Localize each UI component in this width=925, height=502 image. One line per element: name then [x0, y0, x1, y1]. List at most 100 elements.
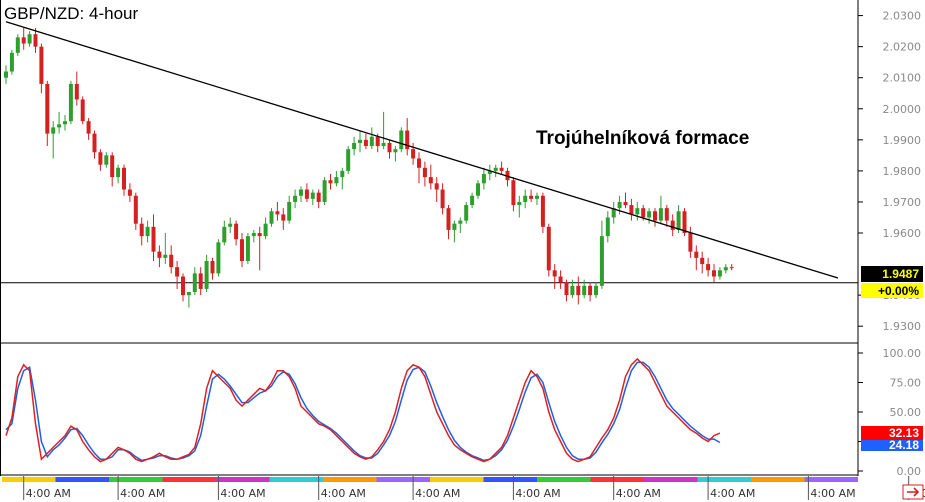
session-bar-segment: [269, 477, 323, 482]
candle-body: [464, 205, 469, 221]
candle-body: [310, 192, 315, 199]
candle-body: [316, 192, 321, 202]
candle-body: [546, 226, 551, 271]
candle-body: [51, 127, 56, 134]
trendline: [5, 21, 839, 279]
stoch-d-badge-bg: [861, 440, 923, 451]
candle-body: [63, 121, 67, 125]
candle-body: [175, 267, 180, 277]
session-bar-segment: [2, 477, 56, 482]
candle-body: [399, 130, 404, 150]
candle-body: [240, 239, 244, 261]
candle-body: [599, 236, 604, 286]
session-bar-segment: [590, 477, 644, 482]
candle-body: [116, 167, 121, 178]
candle-body: [363, 139, 368, 147]
candle-body: [375, 136, 380, 147]
candle-body: [251, 233, 256, 237]
candle-body: [723, 267, 728, 271]
session-bar-segment: [216, 477, 270, 482]
stoch-k-line: [5, 357, 721, 463]
candle-body: [181, 276, 185, 296]
candle-body: [729, 267, 734, 269]
candle-body: [192, 273, 197, 293]
candle-body: [700, 257, 705, 265]
candle-body: [198, 273, 203, 289]
candle-body: [393, 149, 398, 153]
candle-body: [299, 189, 303, 196]
candle-body: [417, 158, 421, 168]
candle-body: [387, 142, 392, 153]
candle-body: [369, 136, 374, 147]
session-bar-segment: [109, 477, 163, 482]
candle-body: [499, 167, 504, 171]
candle-body: [293, 195, 298, 202]
session-bar-segment: [751, 477, 805, 482]
candle-body: [322, 180, 327, 202]
candle-body: [712, 270, 716, 277]
candle-body: [511, 180, 516, 206]
session-bar-segment: [483, 477, 537, 482]
candle-body: [352, 142, 357, 150]
time-axis-label: 4:00 AM: [26, 487, 71, 500]
candle-body: [33, 34, 38, 47]
candle-body: [346, 149, 351, 171]
candle-body: [257, 233, 262, 237]
candle-body: [281, 214, 286, 221]
candle-body: [275, 211, 280, 215]
candle-body: [446, 208, 451, 230]
candle-body: [98, 152, 103, 165]
candle-body: [21, 37, 26, 44]
candle-body: [670, 220, 675, 230]
change-badge-bg: [861, 283, 923, 298]
candle-body: [576, 285, 581, 296]
price-axis-label: 1.9600: [883, 227, 922, 240]
candle-body: [440, 189, 445, 209]
time-axis-label: 4:00 AM: [710, 487, 755, 500]
arrow-right-icon[interactable]: [902, 484, 924, 500]
candle-body: [694, 251, 699, 258]
session-bar-segment: [804, 477, 858, 482]
candle-body: [493, 167, 498, 171]
price-axis-label: 1.9800: [883, 165, 922, 178]
session-bar-segment: [697, 477, 751, 482]
candle-body: [57, 124, 62, 128]
candle-body: [588, 285, 593, 296]
time-axis-label: 4:00 AM: [810, 487, 855, 500]
candle-body: [605, 217, 610, 237]
candle-body: [27, 34, 32, 44]
candle-body: [133, 195, 138, 224]
candle-body: [15, 37, 20, 53]
candle-body: [68, 83, 73, 122]
pattern-annotation: Trojúhelníková formace: [536, 128, 749, 149]
candle-body: [104, 155, 109, 165]
candle-body: [481, 174, 486, 184]
candle-body: [222, 226, 227, 243]
candle-body: [163, 254, 168, 258]
candle-body: [340, 170, 345, 178]
price-axis-label: 2.0100: [883, 72, 922, 85]
stoch-k-badge: 32.13: [889, 426, 919, 440]
candle-body: [334, 177, 339, 184]
candle-body: [4, 71, 8, 78]
price-axis-label: 1.9700: [883, 196, 922, 209]
candle-body: [122, 167, 126, 190]
price-axis-label: 2.0200: [883, 41, 922, 54]
candle-body: [428, 177, 433, 184]
candle-body: [647, 211, 652, 218]
candle-body: [127, 189, 132, 196]
candle-body: [629, 205, 634, 215]
candle-body: [653, 211, 657, 221]
candle-body: [570, 285, 575, 296]
candle-body: [617, 201, 622, 209]
stoch-axis-label: 100.00: [883, 347, 922, 360]
price-axis-label: 2.0300: [883, 10, 922, 23]
time-axis-label: 4:00 AM: [120, 487, 165, 500]
stoch-d-badge: 24.18: [889, 438, 919, 452]
last-price-badge-bg: [861, 266, 923, 282]
session-bar-segment: [430, 477, 484, 482]
stoch-axis-label: 50.00: [890, 406, 922, 419]
candle-body: [558, 276, 563, 283]
candle-body: [216, 242, 221, 274]
